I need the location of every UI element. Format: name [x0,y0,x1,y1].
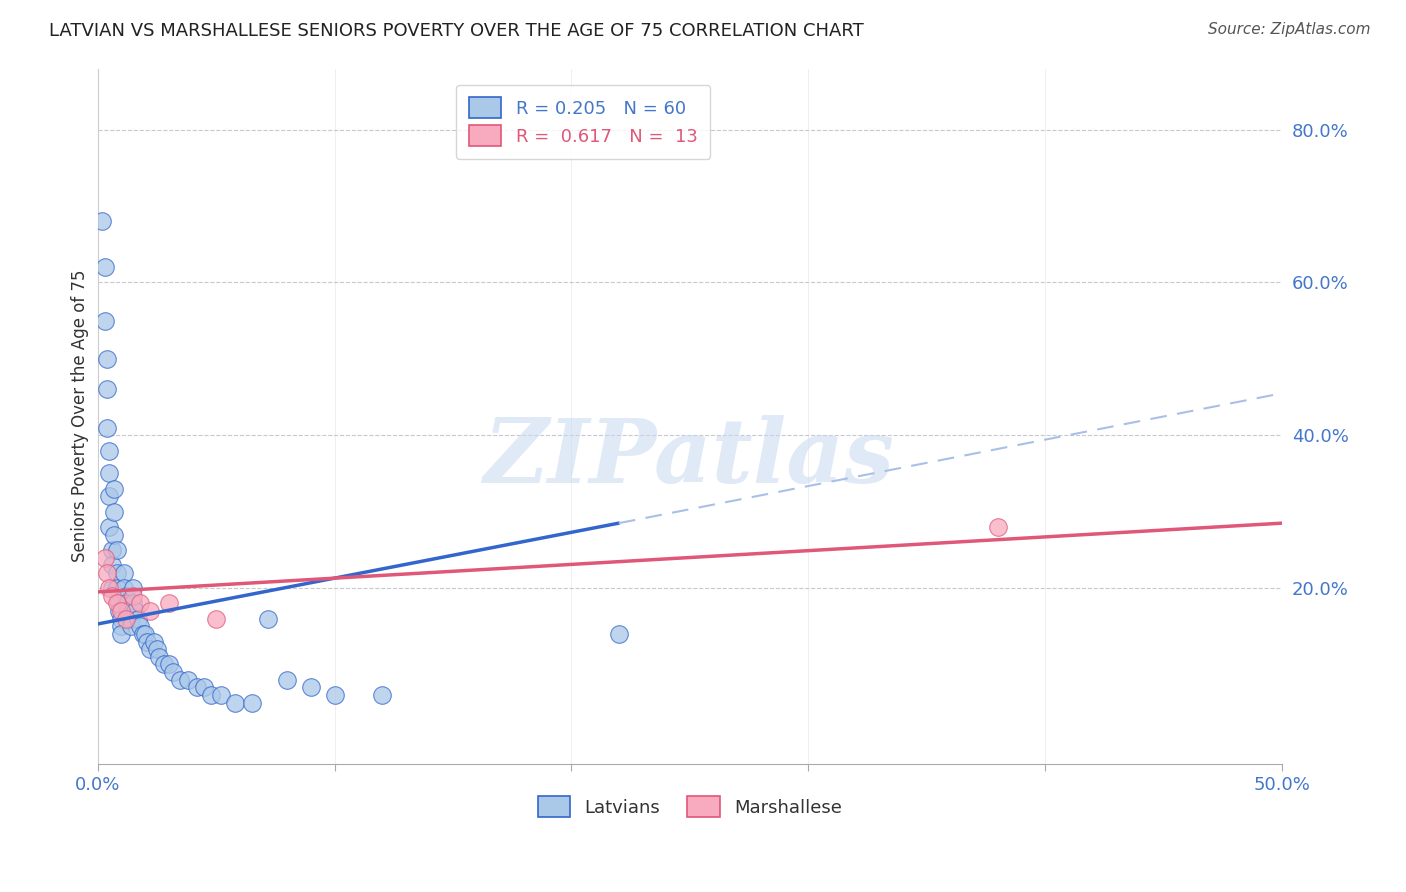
Point [162,665,184,680]
Point [148,649,170,664]
Point [122,589,145,603]
Point [105,566,128,580]
Text: LATVIAN VS MARSHALLESE SENIORS POVERTY OVER THE AGE OF 75 CORRELATION CHART: LATVIAN VS MARSHALLESE SENIORS POVERTY O… [49,22,863,40]
Point [110,627,132,641]
Point [115,612,138,626]
Point [98,467,121,481]
Point [98,490,121,504]
Point [371,688,394,702]
Point [117,604,139,618]
Point [987,520,1010,534]
Point [176,673,198,687]
Point [96,420,118,434]
Point [138,642,160,657]
Point [91,214,114,228]
Point [96,383,118,397]
Point [98,581,121,595]
Point [108,604,131,618]
Point [120,612,142,626]
Point [120,619,142,633]
Legend: Latvians, Marshallese: Latvians, Marshallese [530,789,849,824]
Point [108,596,131,610]
Point [105,596,128,610]
Point [105,581,128,595]
Point [103,482,125,496]
Point [193,681,215,695]
Point [200,688,222,702]
Point [127,612,149,626]
Point [103,527,125,541]
Point [146,642,169,657]
Point [169,673,191,687]
Text: Source: ZipAtlas.com: Source: ZipAtlas.com [1208,22,1371,37]
Point [209,688,232,702]
Point [257,612,280,626]
Point [98,443,121,458]
Point [129,619,152,633]
Point [96,566,118,580]
Point [205,612,228,626]
Point [101,581,124,595]
Point [93,550,115,565]
Point [93,260,115,275]
Point [98,520,121,534]
Point [96,351,118,366]
Point [240,696,263,710]
Point [136,634,159,648]
Point [143,634,166,648]
Point [112,566,135,580]
Point [129,596,152,610]
Point [112,581,135,595]
Point [276,673,298,687]
Point [138,604,160,618]
Point [101,558,124,573]
Point [122,596,145,610]
Point [134,627,156,641]
Text: ZIPatlas: ZIPatlas [485,415,896,501]
Y-axis label: Seniors Poverty Over the Age of 75: Seniors Poverty Over the Age of 75 [72,270,89,563]
Point [153,657,176,672]
Point [157,657,180,672]
Point [105,542,128,557]
Point [115,589,138,603]
Point [131,627,153,641]
Point [224,696,246,710]
Point [323,688,346,702]
Point [103,505,125,519]
Point [110,612,132,626]
Point [110,604,132,618]
Point [122,581,145,595]
Point [115,596,138,610]
Point [110,619,132,633]
Point [157,596,180,610]
Point [101,542,124,557]
Point [607,627,630,641]
Point [101,589,124,603]
Point [93,313,115,327]
Point [299,681,322,695]
Point [186,681,208,695]
Point [124,604,146,618]
